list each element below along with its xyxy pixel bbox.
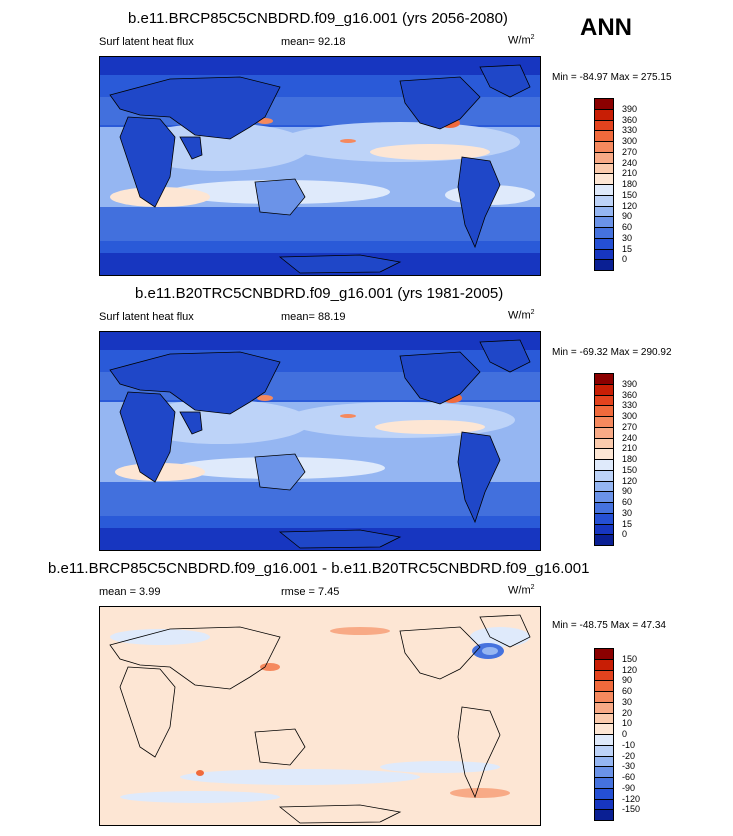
colorbar-label: -30	[622, 761, 636, 772]
colorbar-label: 90	[622, 486, 633, 497]
colorbar-label: 360	[622, 389, 638, 400]
colorbar-label: 15	[622, 518, 633, 529]
colorbar-label: 120	[622, 475, 638, 486]
map-2-svg	[100, 332, 540, 550]
colorbar-swatch	[594, 534, 614, 546]
panel-1-title: b.e11.BRCP85C5CNBDRD.f09_g16.001 (yrs 20…	[128, 10, 508, 27]
colorbar-label: 60	[622, 686, 633, 696]
panel-3-map	[99, 606, 541, 826]
colorbar-label: 300	[622, 136, 638, 146]
panel-3-units: W/m2	[508, 584, 535, 597]
colorbar-label: 300	[622, 411, 638, 421]
colorbar-label: 150	[622, 464, 638, 475]
season-label: ANN	[580, 14, 632, 41]
panel-1-map	[99, 56, 541, 276]
colorbar-label: -120	[622, 793, 641, 804]
colorbar-label: 15	[622, 243, 633, 254]
panel-1-minmax: Min = -84.97 Max = 275.15	[552, 72, 672, 83]
colorbar-label: 240	[622, 432, 638, 443]
colorbar-label: 120	[622, 664, 638, 675]
panel-2-mean: mean= 88.19	[281, 311, 346, 323]
panel-1-field-label: Surf latent heat flux	[99, 36, 194, 48]
panel-2-map	[99, 331, 541, 551]
colorbar-label: 330	[622, 400, 638, 411]
colorbar-label: 390	[622, 103, 638, 114]
colorbar-label: 30	[622, 507, 633, 518]
colorbar-label: 270	[622, 146, 638, 157]
colorbar-label: 390	[622, 378, 638, 389]
colorbar-label: -10	[622, 739, 636, 750]
colorbar-label: 270	[622, 421, 638, 432]
map-1-svg	[100, 57, 540, 275]
colorbar-label: 240	[622, 157, 638, 168]
colorbar-label: -60	[622, 772, 636, 782]
colorbar-label: -150	[622, 804, 641, 815]
colorbar-3: 150 120 90 60 30 20 10 0 -10 -20 -30 -60 -90 -120 -150	[594, 648, 640, 821]
colorbar-swatch	[594, 259, 614, 271]
panel-1-units: W/m2	[508, 34, 535, 47]
panel-1-mean: mean= 92.18	[281, 36, 346, 48]
panel-3-mean: mean = 3.99	[99, 586, 161, 598]
panel-2-minmax: Min = -69.32 Max = 290.92	[552, 347, 672, 358]
colorbar-2: 390 360 330 300 270 240 210 180 150 120 90 60 30 15 0	[594, 373, 637, 546]
colorbar-label: -90	[622, 782, 636, 793]
panel-3-minmax: Min = -48.75 Max = 47.34	[552, 620, 666, 631]
colorbar-label: 60	[622, 222, 633, 232]
panel-3-rmse: rmse = 7.45	[281, 586, 340, 598]
map-3-svg	[100, 607, 540, 825]
colorbar-label: 120	[622, 200, 638, 211]
colorbar-label: 180	[622, 454, 638, 464]
colorbar-label: 0	[622, 729, 628, 739]
colorbar-label: 360	[622, 114, 638, 125]
colorbar-label: 30	[622, 696, 633, 707]
colorbar-label: -20	[622, 750, 636, 761]
colorbar-label: 0	[622, 254, 628, 265]
colorbar-label: 210	[622, 443, 638, 454]
colorbar-label: 0	[622, 529, 628, 540]
colorbar-label: 10	[622, 718, 633, 729]
colorbar-label: 90	[622, 675, 633, 686]
colorbar-swatch	[594, 809, 614, 821]
colorbar-label: 330	[622, 125, 638, 136]
colorbar-label: 150	[622, 653, 638, 664]
colorbar-label: 60	[622, 497, 633, 507]
colorbar-label: 90	[622, 211, 633, 222]
colorbar-label: 150	[622, 189, 638, 200]
panel-2-units: W/m2	[508, 309, 535, 322]
colorbar-1: 390 360 330 300 270 240 210 180 150 120 90 60 30 15 0	[594, 98, 637, 271]
panel-3-title: b.e11.BRCP85C5CNBDRD.f09_g16.001 - b.e11…	[48, 560, 590, 577]
colorbar-label: 30	[622, 232, 633, 243]
colorbar-label: 20	[622, 707, 633, 718]
colorbar-label: 210	[622, 168, 638, 179]
panel-2-title: b.e11.B20TRC5CNBDRD.f09_g16.001 (yrs 198…	[135, 285, 504, 302]
colorbar-label: 180	[622, 179, 638, 189]
panel-2-field-label: Surf latent heat flux	[99, 311, 194, 323]
